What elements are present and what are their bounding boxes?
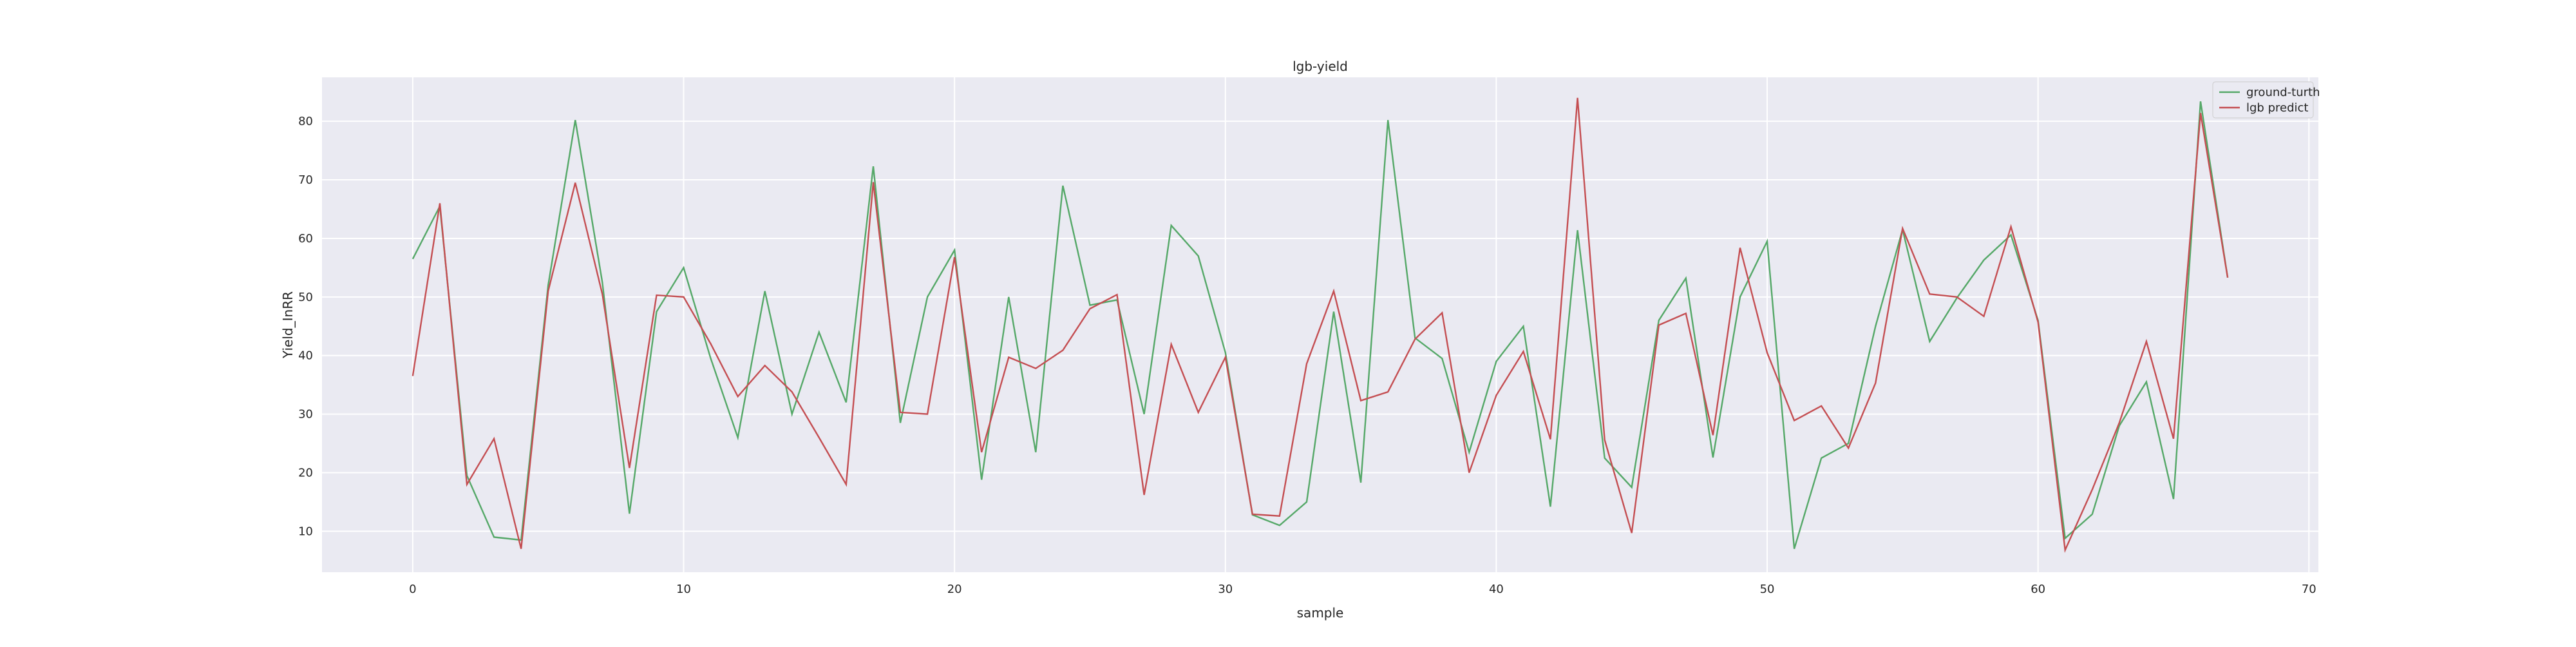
grid-lines	[322, 77, 2318, 572]
y-tick-label: 70	[298, 173, 313, 187]
y-axis-label: Yield_InRR	[280, 291, 296, 359]
x-tick-label: 0	[409, 583, 416, 596]
x-tick-label: 20	[947, 583, 962, 596]
legend-box	[2212, 81, 2314, 119]
tick-labels: 0 10 20 30 40 50 60 70 10 20 30 40 50 60 70 80	[298, 115, 2316, 596]
y-tick-label: 30	[298, 408, 313, 421]
plot-area	[322, 77, 2318, 572]
y-tick-label: 20	[298, 466, 313, 479]
y-tick-label: 60	[298, 232, 313, 246]
x-tick-label: 70	[2302, 583, 2316, 596]
chart-title: lgb-yield	[1293, 59, 1348, 74]
x-axis-label: sample	[1297, 605, 1344, 621]
legend-label-lgb-predict: lgb predict	[2246, 101, 2308, 115]
legend: ground-turth lgb predict	[2212, 81, 2320, 119]
y-tick-label: 80	[298, 115, 313, 128]
legend-label-ground-turth: ground-turth	[2246, 86, 2320, 99]
x-tick-label: 40	[1489, 583, 1504, 596]
x-tick-label: 30	[1218, 583, 1233, 596]
series-line-ground-turth	[412, 101, 2229, 549]
y-tick-label: 50	[298, 291, 313, 304]
series-line-lgb-predict	[412, 97, 2229, 553]
series-lines	[412, 97, 2229, 553]
x-tick-label: 50	[1760, 583, 1775, 596]
x-tick-label: 60	[2031, 583, 2045, 596]
y-tick-label: 40	[298, 349, 313, 363]
x-tick-label: 10	[676, 583, 691, 596]
y-tick-label: 10	[298, 525, 313, 538]
